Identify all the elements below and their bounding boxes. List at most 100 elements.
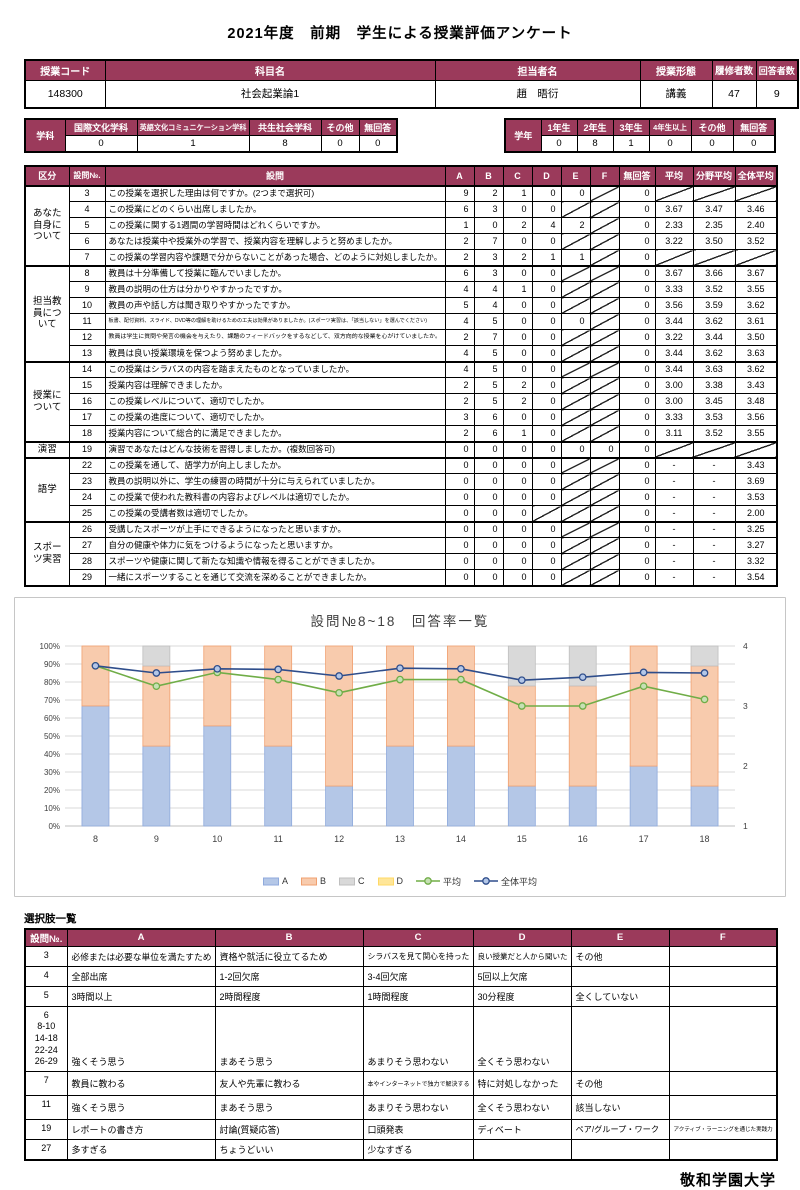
not-applicable-cell xyxy=(589,520,620,538)
value-cell: 2 xyxy=(502,249,533,266)
value-cell: 0 xyxy=(618,329,656,346)
question-text: 板書、配付資料、スライド、DVD等の理解を助けるための工夫は効果がありましたか。… xyxy=(104,313,446,330)
question-number: 23 xyxy=(68,473,106,490)
x-axis-tick: 17 xyxy=(639,834,649,844)
value-cell: 0 xyxy=(531,377,562,394)
bar-segment xyxy=(142,745,171,826)
data-point-marker xyxy=(335,688,343,697)
legend-swatch-icon xyxy=(300,877,317,885)
value-cell: 0 xyxy=(531,409,562,426)
value-cell: 3.52 xyxy=(734,233,778,250)
value-cell: 0 xyxy=(618,281,656,298)
table-row: 15 授業内容は理解できましたか。 2 5 2 0 0 3.00 3.38 3.43 xyxy=(25,377,778,394)
value-cell: - xyxy=(654,520,694,538)
value-cell: 3.59 xyxy=(692,297,736,314)
not-applicable-cell xyxy=(560,233,591,250)
value-cell: - xyxy=(692,569,736,586)
bar-series-A xyxy=(81,705,719,826)
column-header: F xyxy=(668,928,778,947)
question-text: 教員は良い授業環境を保つよう努めましたか。 xyxy=(104,345,446,362)
bar-segment xyxy=(142,665,171,746)
value-cell: 3.54 xyxy=(734,569,778,586)
legend-label: D xyxy=(396,876,404,886)
data-point-marker xyxy=(152,668,161,677)
value-cell: 1 xyxy=(560,249,591,266)
value-cell: 2 xyxy=(444,233,475,250)
value-cell: 3.44 xyxy=(692,329,736,346)
table-row: 24 この授業で使われた教科書の内容およびレベルは適切でしたか。 0 0 0 0 0- -3.… xyxy=(25,489,778,506)
question-number: 7 xyxy=(24,1070,68,1096)
legend-line-marker-icon xyxy=(416,877,440,885)
choice-cell: 本やインターネットで独力で解決する xyxy=(362,1070,474,1096)
bar-segment xyxy=(447,745,475,826)
value-cell: 2.35 xyxy=(692,217,736,234)
section-label: 語学 xyxy=(24,456,70,522)
data-point-marker xyxy=(274,675,283,683)
column-header: 授業形態 xyxy=(639,59,713,81)
column-header: D xyxy=(472,928,572,947)
not-applicable-cell xyxy=(589,553,620,570)
table-cell: 趙 晤衍 xyxy=(434,79,641,109)
question-text: この授業はシラバスの内容を踏まえたものとなっていましたか。 xyxy=(104,360,446,378)
question-number: 25 xyxy=(68,505,106,522)
bar-segment xyxy=(507,685,536,786)
choice-cell: あまりそう思わない xyxy=(362,1094,474,1120)
value-cell: 0 xyxy=(531,537,562,554)
data-point-marker xyxy=(335,671,343,680)
value-cell: 2.40 xyxy=(734,217,778,234)
choice-cell: 該当しない xyxy=(570,1094,670,1120)
not-applicable-cell xyxy=(560,505,591,522)
column-header: 国際文化学科 xyxy=(64,118,138,136)
table-cell: 社会起業論1 xyxy=(104,79,436,109)
choice-cell: シラバスを見て関心を持った xyxy=(362,945,474,967)
question-text: 教員の声や話し方は聞き取りやすかったですか。 xyxy=(104,297,446,314)
value-cell: 5 xyxy=(473,393,504,410)
value-cell: 0 xyxy=(444,520,475,538)
not-applicable-cell xyxy=(589,233,620,250)
column-header: 科目名 xyxy=(104,59,436,81)
question-number: 4 xyxy=(68,201,106,218)
question-number: 9 xyxy=(68,281,106,298)
value-cell: 0 xyxy=(444,505,475,522)
value-cell: 3.62 xyxy=(734,297,778,314)
question-text: 演習であなたはどんな技術を習得しましたか。(複数回答可) xyxy=(104,440,446,458)
table-row: 12 教員は学生に質問や発言の機会を与えたり、課題のフィードバックをするなどして、… xyxy=(25,329,778,346)
column-header: 無回答 xyxy=(732,118,776,136)
value-cell: 3.53 xyxy=(734,489,778,506)
not-applicable-cell xyxy=(734,184,778,202)
swatch-rect xyxy=(262,877,279,885)
question-number: 5 xyxy=(24,985,68,1007)
value-cell: 3 xyxy=(473,249,504,266)
choice-cell: 全くしていない xyxy=(570,985,670,1007)
not-applicable-cell xyxy=(560,377,591,394)
value-cell: 3.62 xyxy=(734,360,778,378)
value-cell: 4 xyxy=(444,360,475,378)
left-axis-tick: 80% xyxy=(44,678,60,687)
question-number: 7 xyxy=(68,249,106,266)
value-cell: 2 xyxy=(473,184,504,202)
value-cell: - xyxy=(692,473,736,490)
choice-cell xyxy=(668,1138,778,1161)
value-cell: 0 xyxy=(502,473,533,490)
value-cell: 0 xyxy=(473,553,504,570)
value-cell: 0 xyxy=(502,201,533,218)
value-cell: 0 xyxy=(502,264,533,282)
row-label: 学科 xyxy=(24,118,66,152)
value-cell: 3.27 xyxy=(734,537,778,554)
value-cell: 0 xyxy=(502,233,533,250)
table-row: 18 授業内容について総合的に満足できましたか。 2 6 1 0 0 3.11 3.52 3.55 xyxy=(25,425,778,442)
value-cell: 0 xyxy=(618,440,656,458)
value-cell: 0 xyxy=(473,520,504,538)
x-axis-tick: 16 xyxy=(578,834,588,844)
choice-cell: 討論(質疑応答) xyxy=(214,1118,364,1140)
question-text: この授業の進度について、適切でしたか。 xyxy=(104,409,446,426)
not-applicable-cell xyxy=(589,184,620,202)
table-row: 25 この授業の受講者数は適切でしたか。 0 0 0 0- -2.00 xyxy=(25,505,778,522)
value-cell: 2.00 xyxy=(734,505,778,522)
value-cell: 3.43 xyxy=(734,456,778,474)
value-cell: 0 xyxy=(618,184,656,202)
not-applicable-cell xyxy=(560,425,591,442)
question-text: この授業を通して、語学力が向上しましたか。 xyxy=(104,456,446,474)
not-applicable-cell xyxy=(589,456,620,474)
